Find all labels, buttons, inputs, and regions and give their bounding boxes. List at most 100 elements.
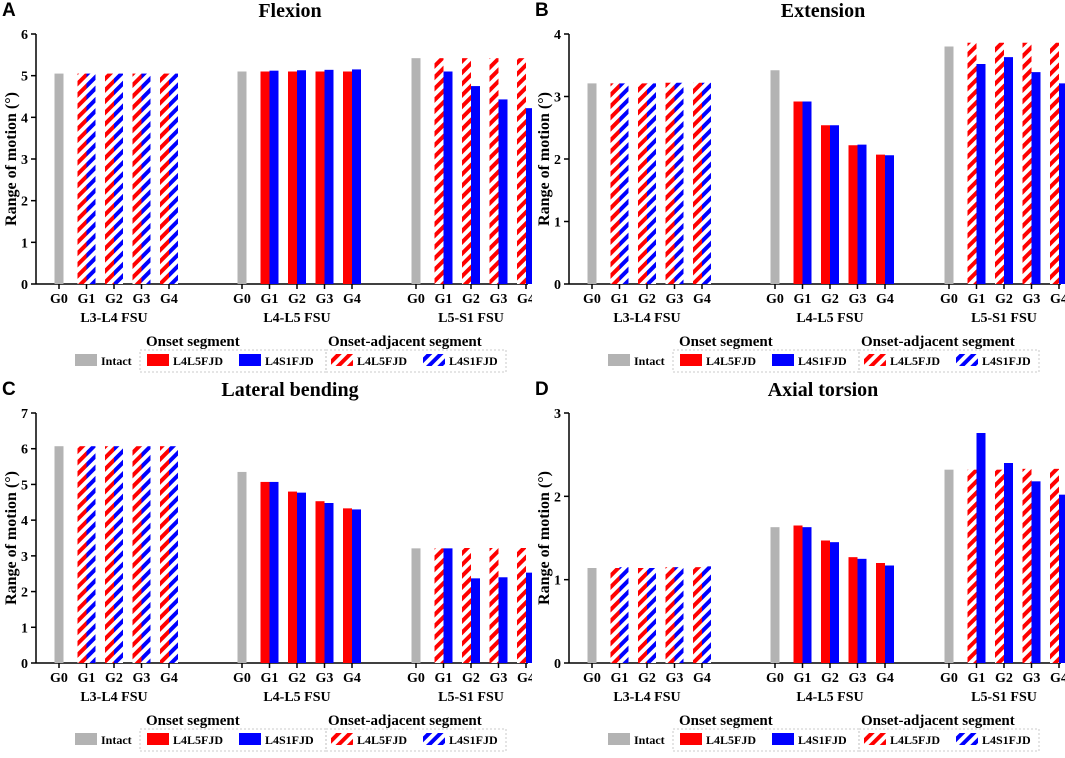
group-label: L4-L5 FSU <box>263 311 330 326</box>
legend-swatch <box>239 354 261 366</box>
bar-intact <box>944 46 954 284</box>
y-tick-label: 4 <box>21 111 28 126</box>
y-tick-label: 3 <box>21 153 28 168</box>
group-label: L3-L4 FSU <box>613 690 680 705</box>
bar-intact <box>54 446 64 663</box>
y-tick-label: 7 <box>21 407 28 422</box>
x-tick-label: G2 <box>288 292 306 307</box>
bar-l4s1fjd <box>857 558 867 663</box>
bar-l4s1fjd <box>443 71 453 284</box>
bar-l4l5fjd <box>343 508 352 663</box>
legend-header-onset-adjacent: Onset-adjacent segment <box>328 713 482 729</box>
legend-label: L4S1FJD <box>449 354 498 368</box>
bar-l4s1fjd <box>830 125 839 284</box>
y-tick-label: 1 <box>21 621 28 636</box>
bar-l4s1fjd <box>674 82 684 284</box>
x-tick-label: G4 <box>876 292 894 307</box>
bar-intact <box>54 73 64 284</box>
y-tick-label: 5 <box>21 478 28 493</box>
x-tick-label: G2 <box>821 671 839 686</box>
bar-l4s1fjd <box>526 108 532 285</box>
legend-swatch <box>608 733 630 745</box>
y-tick-label: 2 <box>21 195 28 210</box>
legend-swatch <box>772 733 794 745</box>
x-tick-label: G1 <box>435 671 453 686</box>
bar-intact <box>411 548 421 663</box>
bar-l4s1fjd <box>269 70 279 285</box>
legend-swatch <box>331 354 353 366</box>
y-tick-label: 0 <box>21 278 28 293</box>
legend-label: L4L5FJD <box>173 354 223 368</box>
bar-l4s1fjd <box>1004 463 1013 663</box>
bar-l4s1fjd <box>1031 72 1041 284</box>
bar-l4s1fjd <box>471 578 480 663</box>
bar-l4l5fjd <box>1050 42 1059 284</box>
x-tick-label: G3 <box>666 671 684 686</box>
panel-lateral-bending: C Lateral bending 0 1 2 3 4 5 6 7 Range of motio… <box>0 379 532 758</box>
bar-l4s1fjd <box>885 565 894 663</box>
legend-label: L4L5FJD <box>890 354 940 368</box>
x-tick-label: G0 <box>233 292 251 307</box>
legend-label: L4L5FJD <box>357 733 407 747</box>
panel-flexion: A Flexion 0 1 2 3 4 5 6 Range of motion (°) G0 G1… <box>0 0 532 379</box>
legend-swatch <box>331 733 353 745</box>
chart-lateral-bending: 0 1 2 3 4 5 6 7 Range of motion (°) G0 G1 G2 G3 G4 L3-… <box>3 407 532 752</box>
bar-l4s1fjd <box>297 70 306 284</box>
bar-l4l5fjd <box>876 563 885 663</box>
legend-box-onset-adjacent <box>325 728 507 752</box>
group-label: L4-L5 FSU <box>263 690 330 705</box>
legend-label: Intact <box>101 733 132 747</box>
x-tick-label: G2 <box>995 671 1013 686</box>
legend-swatch <box>864 354 886 366</box>
x-tick-label: G3 <box>133 671 151 686</box>
legend-swatch <box>423 354 445 366</box>
panel-letter: B <box>535 0 549 21</box>
bar-l4l5fjd <box>315 71 325 284</box>
bar-l4l5fjd <box>610 83 620 284</box>
bar-l4l5fjd <box>288 71 297 284</box>
bar-l4s1fjd <box>86 446 96 663</box>
bar-l4l5fjd <box>793 525 803 663</box>
legend-label: L4L5FJD <box>706 354 756 368</box>
bar-intact <box>770 527 780 663</box>
bar-l4s1fjd <box>324 69 334 284</box>
bar-l4l5fjd <box>434 58 444 284</box>
bar-l4l5fjd <box>489 548 499 663</box>
x-tick-label: G1 <box>435 292 453 307</box>
panel-title: Lateral bending <box>221 379 359 401</box>
bar-l4s1fjd <box>86 73 96 284</box>
bar-l4s1fjd <box>830 542 839 663</box>
bar-l4l5fjd <box>517 548 526 663</box>
legend-header-onset: Onset segment <box>679 713 773 729</box>
legend-swatch <box>608 354 630 366</box>
bar-l4l5fjd <box>848 145 858 284</box>
group-label: L4-L5 FSU <box>796 311 863 326</box>
bar-l4l5fjd <box>665 567 675 663</box>
bar-intact <box>944 469 954 663</box>
bar-l4s1fjd <box>802 527 812 663</box>
legend-header-onset-adjacent: Onset-adjacent segment <box>328 334 482 350</box>
x-tick-label: G3 <box>316 671 334 686</box>
x-tick-label: G2 <box>462 292 480 307</box>
legend-label: L4L5FJD <box>357 354 407 368</box>
legend-label: L4S1FJD <box>265 354 314 368</box>
bar-l4s1fjd <box>702 82 711 284</box>
legend-header-onset: Onset segment <box>146 713 240 729</box>
y-axis-label: Range of motion (°) <box>3 92 20 226</box>
legend: Onset segment Onset-adjacent segment Intac… <box>75 334 507 373</box>
y-tick-label: 6 <box>21 443 28 458</box>
bar-l4l5fjd <box>821 540 830 663</box>
x-tick-label: G2 <box>995 292 1013 307</box>
legend-swatch <box>864 733 886 745</box>
group-label: L4-L5 FSU <box>796 690 863 705</box>
x-tick-label: G0 <box>583 292 601 307</box>
bar-l4s1fjd <box>141 73 151 284</box>
y-tick-label: 4 <box>554 28 561 43</box>
legend: Onset segment Onset-adjacent segment Intac… <box>608 334 1040 373</box>
chart-flexion: 0 1 2 3 4 5 6 Range of motion (°) G0 G1 G2 G3 G4 L3-L… <box>3 28 532 373</box>
bar-l4l5fjd <box>693 567 702 663</box>
bar-l4l5fjd <box>1050 468 1059 663</box>
bar-l4l5fjd <box>77 446 87 663</box>
bar-l4l5fjd <box>1022 468 1032 663</box>
bar-l4l5fjd <box>105 73 114 284</box>
